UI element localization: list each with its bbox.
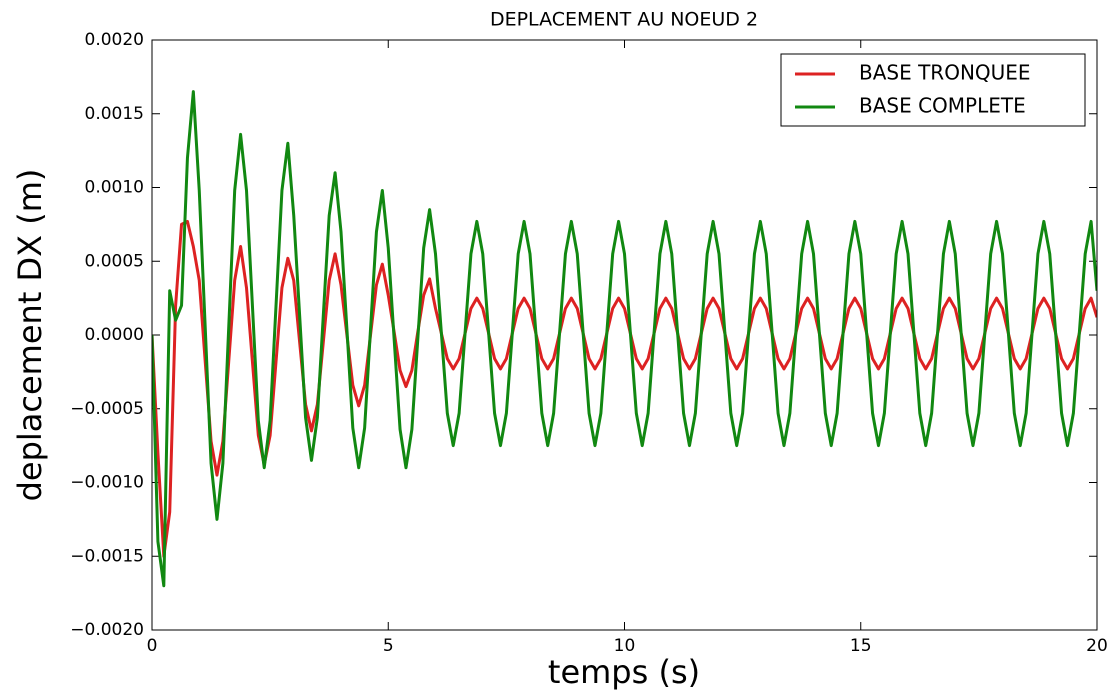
y-tick-label: 0.0010 [85, 178, 144, 198]
x-tick-label: 0 [147, 636, 158, 656]
data-line [152, 90, 1097, 588]
x-axis-label: temps (s) [548, 653, 700, 691]
y-tick-label: 0.0005 [85, 251, 144, 271]
x-tick-label: 10 [614, 636, 636, 656]
x-tick-label: 5 [383, 636, 394, 656]
y-tick-label: 0.0020 [85, 30, 144, 50]
y-tick-label: −0.0020 [70, 620, 144, 640]
x-tick-label: 20 [1086, 636, 1108, 656]
y-tick-label: 0.0000 [85, 325, 144, 345]
legend-label: BASE TRONQUEE [859, 61, 1031, 85]
legend-box [780, 53, 1086, 127]
plot-frame [151, 39, 1098, 631]
y-tick-label: −0.0010 [70, 473, 144, 493]
y-tick-label: −0.0015 [70, 546, 144, 566]
y-axis-label: deplacement DX (m) [11, 169, 49, 502]
y-tick-label: −0.0005 [70, 399, 144, 419]
y-tick-label: 0.0015 [85, 104, 144, 124]
chart-title: DEPLACEMENT AU NOEUD 2 [490, 9, 758, 31]
legend-label: BASE COMPLETE [859, 94, 1026, 118]
x-tick-label: 15 [850, 636, 872, 656]
